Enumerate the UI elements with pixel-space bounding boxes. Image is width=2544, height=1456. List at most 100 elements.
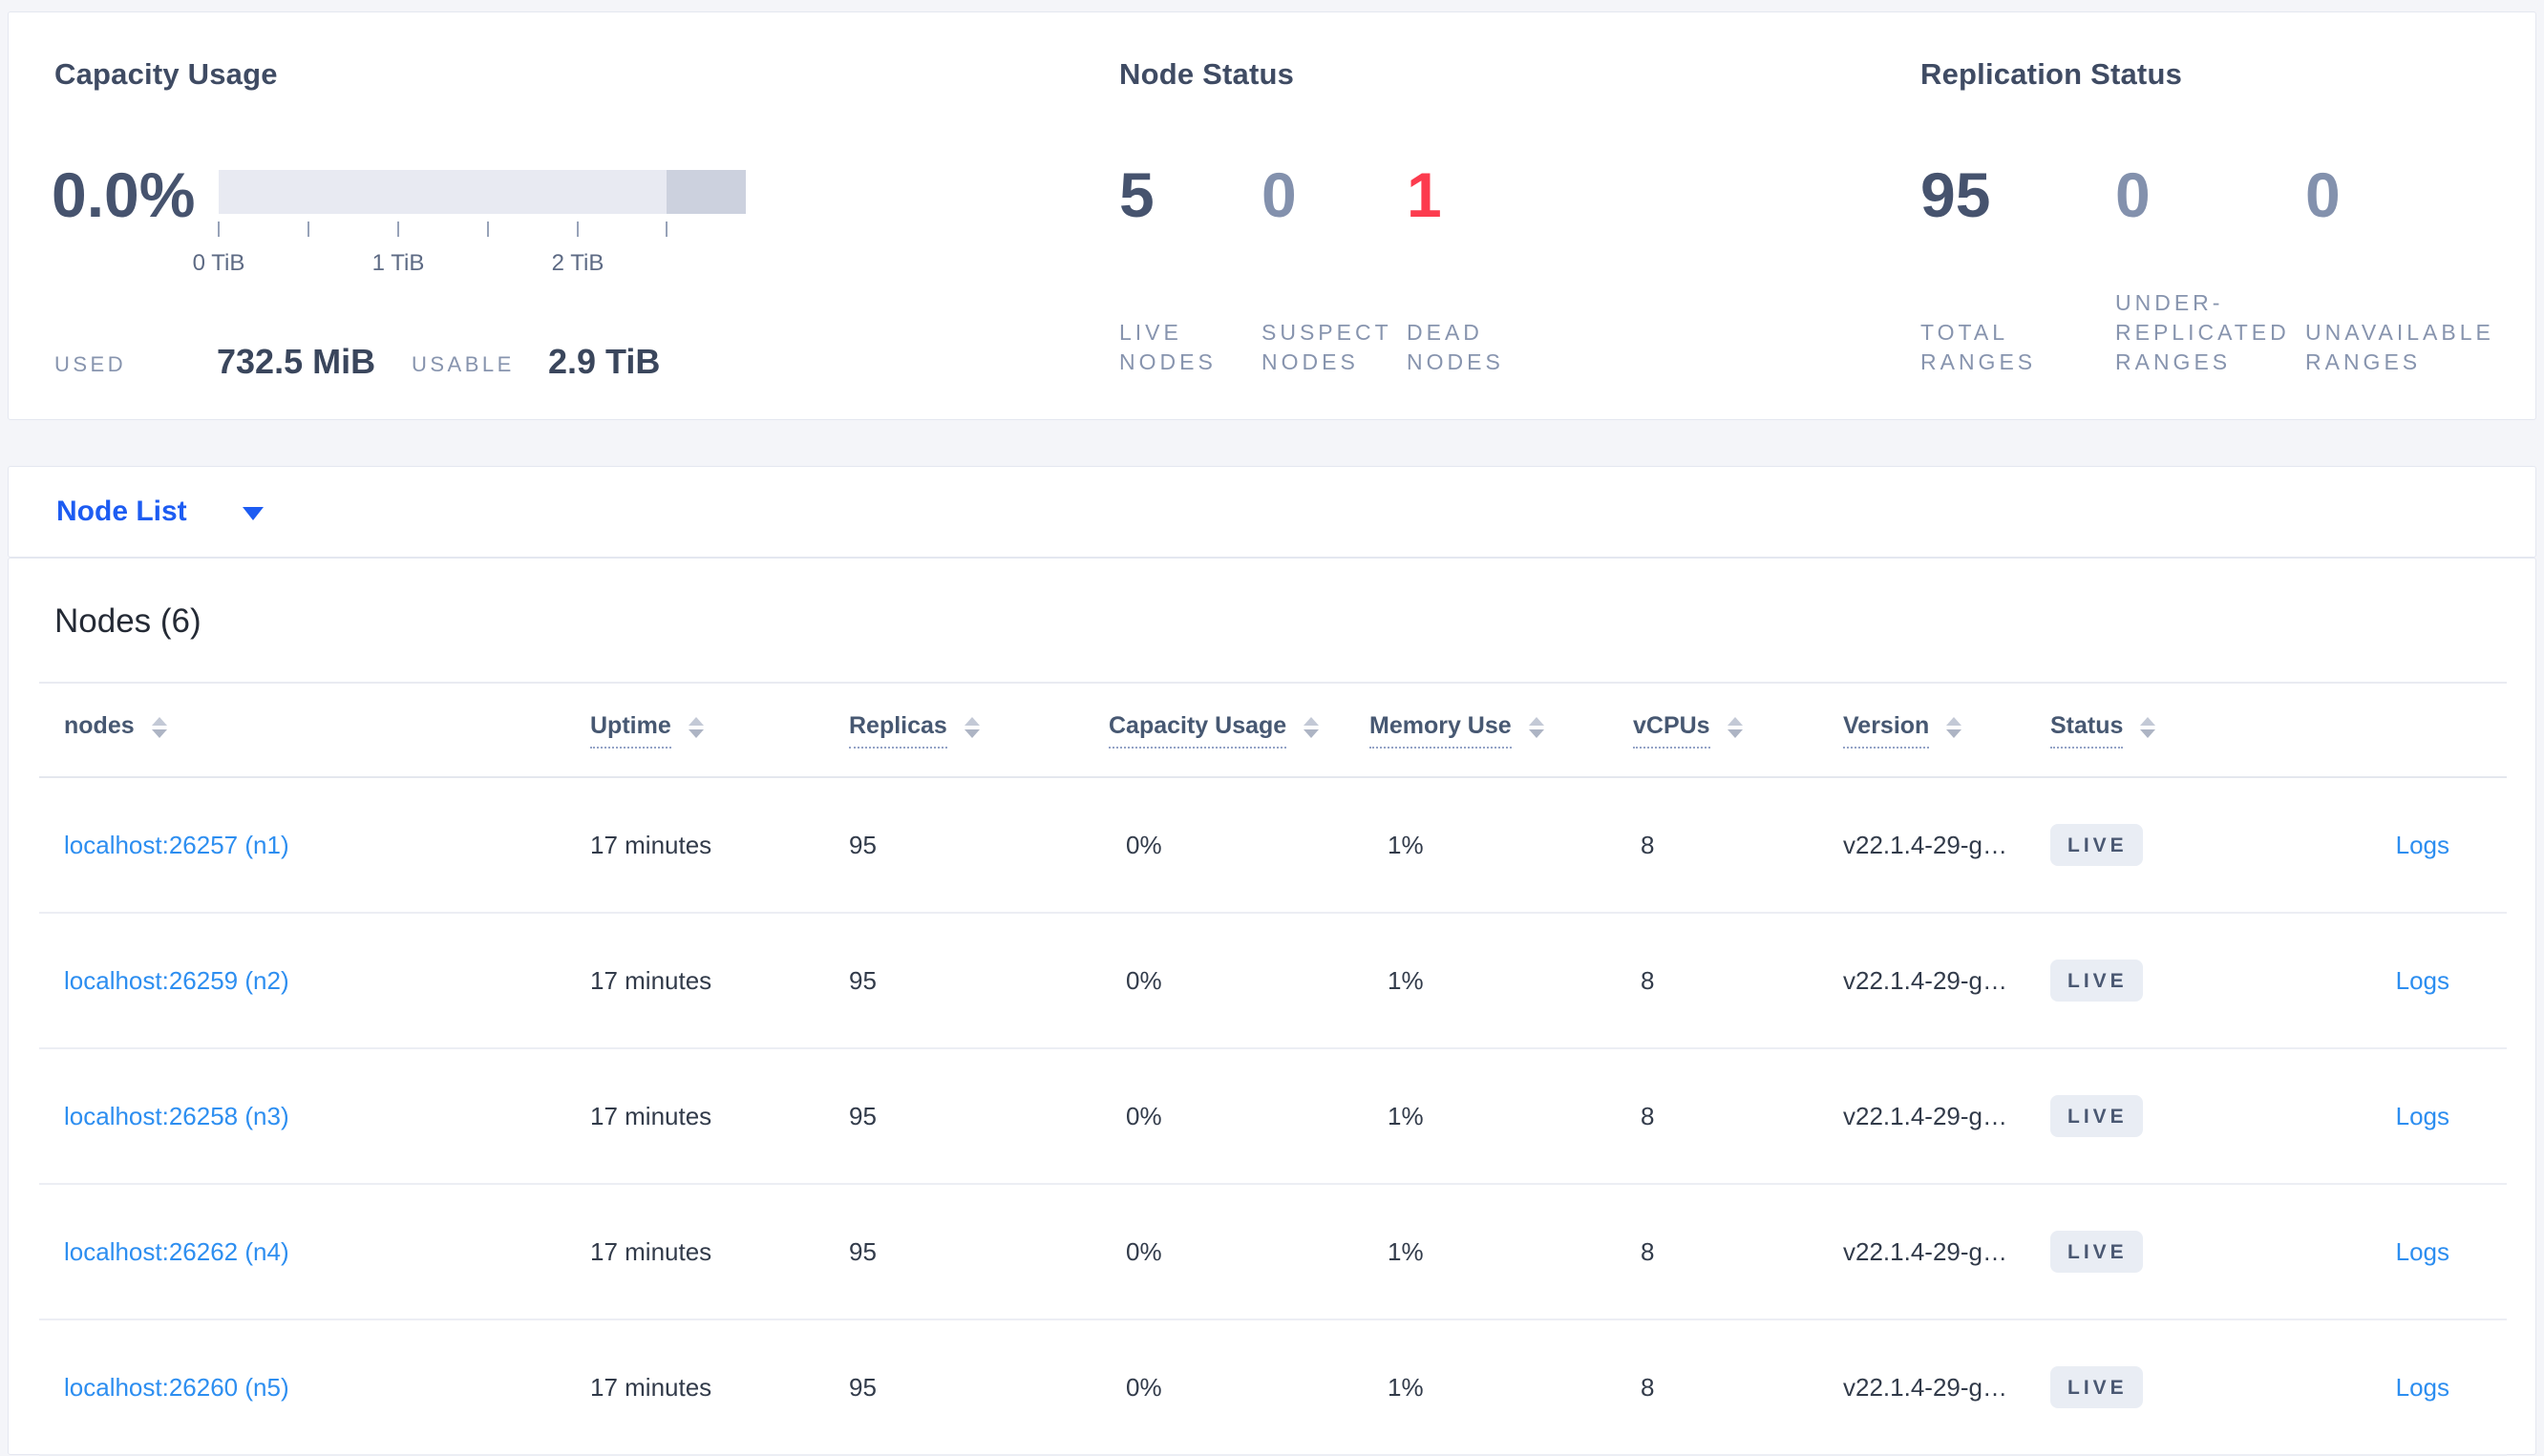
under-replicated-ranges-label: UNDER- REPLICATED RANGES: [2115, 290, 2290, 374]
status-badge: LIVE: [2050, 960, 2143, 1002]
uptime-cell: 17 minutes: [590, 966, 712, 995]
column-header-replicas[interactable]: Replicas: [849, 684, 980, 776]
column-header-nodes[interactable]: nodes: [64, 684, 167, 776]
version-cell: v22.1.4-29-g…: [1843, 831, 2007, 859]
node-link[interactable]: localhost:26262 (n4): [64, 1237, 289, 1266]
logs-link[interactable]: Logs: [2395, 966, 2449, 995]
version-cell: v22.1.4-29-g…: [1843, 1373, 2007, 1402]
column-header-label: Status: [2050, 712, 2124, 749]
version-cell: v22.1.4-29-g…: [1843, 966, 2007, 995]
node-link[interactable]: localhost:26257 (n1): [64, 831, 289, 859]
axis-tick: [397, 222, 399, 237]
column-header-vcpus[interactable]: vCPUs: [1633, 684, 1743, 776]
used-label: USED: [54, 352, 127, 376]
table-row: localhost:26260 (n5) 17 minutes 95 0% 1%…: [39, 1320, 2507, 1456]
uptime-cell: 17 minutes: [590, 1102, 712, 1130]
capacity-cell: 0%: [1126, 1373, 1162, 1402]
table-row: localhost:26262 (n4) 17 minutes 95 0% 1%…: [39, 1185, 2507, 1320]
capacity-bar-segment: [667, 170, 746, 214]
capacity-cell: 0%: [1126, 831, 1162, 859]
total-ranges-count: 95: [1920, 159, 1991, 230]
axis-tick: [487, 222, 489, 237]
status-badge: LIVE: [2050, 1366, 2143, 1408]
axis-tick-label: 2 TiB: [551, 250, 604, 276]
replicas-cell: 95: [849, 1102, 877, 1130]
sort-icon: [1946, 717, 1962, 738]
column-header-label: vCPUs: [1633, 712, 1710, 749]
live-nodes-label: LIVE NODES: [1119, 320, 1217, 374]
column-header-memory-use[interactable]: Memory Use: [1369, 684, 1544, 776]
axis-tick-label: 1 TiB: [371, 250, 425, 276]
axis-tick: [577, 222, 579, 237]
capacity-percent: 0.0%: [52, 159, 196, 230]
live-nodes-count: 5: [1119, 159, 1155, 230]
uptime-cell: 17 minutes: [590, 1237, 712, 1266]
unavailable-ranges-label: UNAVAILABLE RANGES: [2305, 320, 2494, 374]
suspect-nodes-label: SUSPECT NODES: [1261, 320, 1392, 374]
cluster-summary-card: Capacity Usage 0.0% 0 TiB 1 TiB 2 TiB USED…: [8, 11, 2536, 420]
sort-icon: [688, 717, 704, 738]
nodes-table: nodes Uptime Replicas Capacity Usage Mem…: [39, 682, 2507, 1456]
table-row: localhost:26257 (n1) 17 minutes 95 0% 1%…: [39, 778, 2507, 914]
node-link[interactable]: localhost:26260 (n5): [64, 1373, 289, 1402]
sort-icon: [1727, 717, 1743, 738]
axis-tick: [218, 222, 220, 237]
capacity-axis: 0 TiB 1 TiB 2 TiB: [193, 222, 746, 288]
column-header-label: nodes: [64, 711, 135, 739]
unavailable-ranges-count: 0: [2305, 159, 2341, 230]
chevron-down-icon: [242, 507, 264, 520]
replicas-cell: 95: [849, 1373, 877, 1402]
column-header-capacity-usage[interactable]: Capacity Usage: [1109, 684, 1320, 776]
total-ranges-label: TOTAL RANGES: [1920, 320, 2037, 374]
capacity-bar: [219, 170, 746, 214]
column-header-status[interactable]: Status: [2050, 684, 2156, 776]
table-row: localhost:26259 (n2) 17 minutes 95 0% 1%…: [39, 914, 2507, 1049]
logs-link[interactable]: Logs: [2395, 1237, 2449, 1266]
usable-label: USABLE: [412, 352, 515, 376]
vcpus-cell: 8: [1641, 966, 1655, 995]
sort-icon: [1528, 717, 1544, 738]
axis-tick: [666, 222, 668, 237]
memory-cell: 1%: [1388, 1102, 1424, 1130]
nodes-section-title: Nodes (6): [54, 602, 201, 640]
column-header-uptime[interactable]: Uptime: [590, 684, 704, 776]
uptime-cell: 17 minutes: [590, 1373, 712, 1402]
sort-icon: [964, 717, 980, 738]
vcpus-cell: 8: [1641, 1373, 1655, 1402]
dead-nodes-count: 1: [1407, 159, 1442, 230]
node-list-dropdown[interactable]: Node List: [56, 467, 264, 557]
node-link[interactable]: localhost:26258 (n3): [64, 1102, 289, 1130]
capacity-bar-segment: [219, 170, 668, 214]
version-cell: v22.1.4-29-g…: [1843, 1102, 2007, 1130]
node-list-dropdown-label: Node List: [56, 496, 187, 527]
column-header-label: Version: [1843, 712, 1930, 749]
capacity-cell: 0%: [1126, 1102, 1162, 1130]
vcpus-cell: 8: [1641, 1102, 1655, 1130]
column-header-label: Memory Use: [1369, 712, 1512, 749]
sort-icon: [1304, 717, 1320, 738]
replicas-cell: 95: [849, 1237, 877, 1266]
nodes-table-header: nodes Uptime Replicas Capacity Usage Mem…: [39, 682, 2507, 778]
column-header-version[interactable]: Version: [1843, 684, 1962, 776]
vcpus-cell: 8: [1641, 1237, 1655, 1266]
capacity-usage-title: Capacity Usage: [54, 57, 278, 91]
status-badge: LIVE: [2050, 1231, 2143, 1273]
logs-link[interactable]: Logs: [2395, 1102, 2449, 1130]
logs-link[interactable]: Logs: [2395, 1373, 2449, 1402]
column-header-label: Capacity Usage: [1109, 712, 1287, 749]
usable-value: 2.9 TiB: [548, 342, 661, 381]
uptime-cell: 17 minutes: [590, 831, 712, 859]
axis-tick: [307, 222, 309, 237]
vcpus-cell: 8: [1641, 831, 1655, 859]
node-link[interactable]: localhost:26259 (n2): [64, 966, 289, 995]
nodes-section-card: Nodes (6) nodes Uptime Replicas Capacity…: [8, 558, 2536, 1456]
status-badge: LIVE: [2050, 824, 2143, 866]
memory-cell: 1%: [1388, 831, 1424, 859]
status-badge: LIVE: [2050, 1095, 2143, 1137]
axis-tick-label: 0 TiB: [192, 250, 245, 276]
sort-icon: [151, 717, 167, 738]
logs-link[interactable]: Logs: [2395, 831, 2449, 859]
column-header-label: Uptime: [590, 712, 671, 749]
replicas-cell: 95: [849, 831, 877, 859]
replicas-cell: 95: [849, 966, 877, 995]
